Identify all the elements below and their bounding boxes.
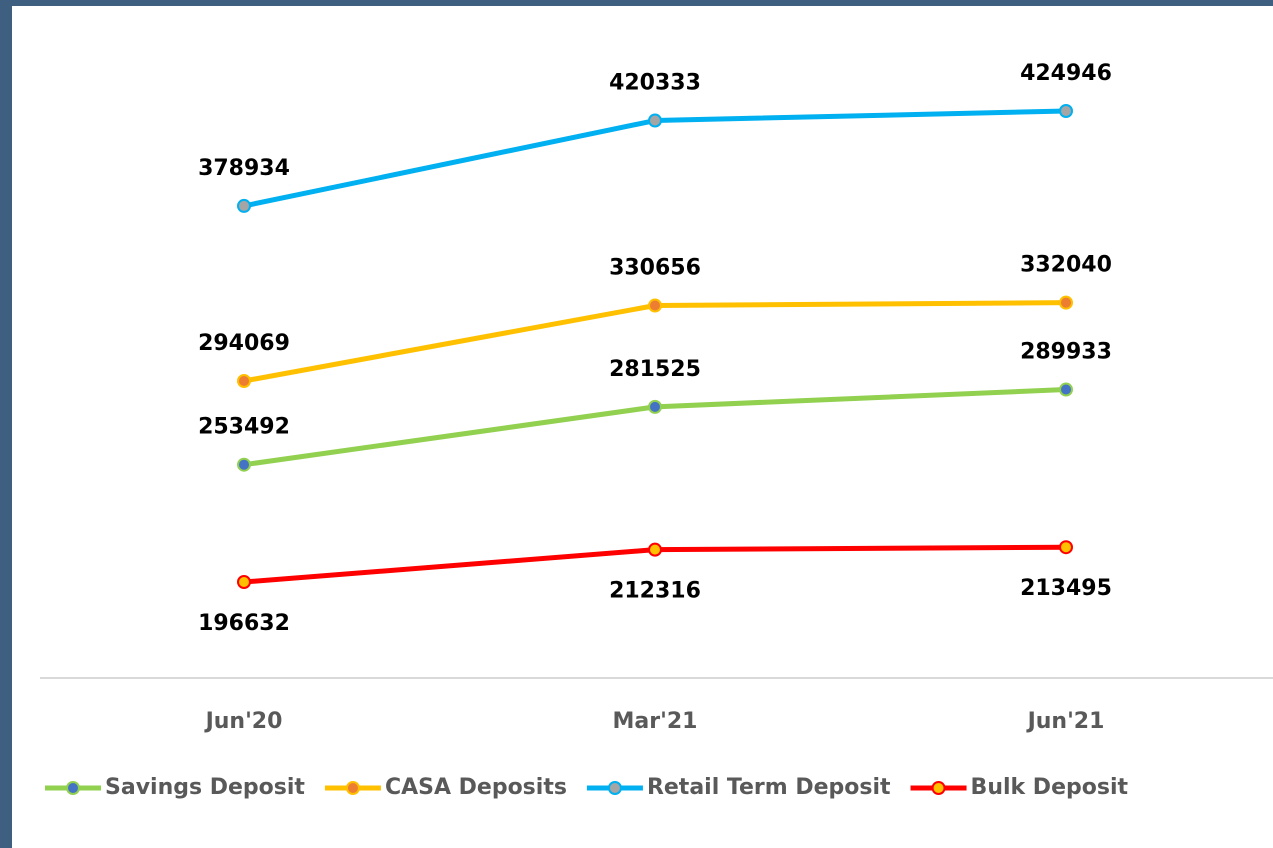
legend-label: Retail Term Deposit <box>647 775 891 800</box>
point <box>1059 540 1073 555</box>
point <box>237 373 251 388</box>
point <box>648 113 662 128</box>
data-label: 196632 <box>198 611 290 636</box>
point <box>1059 295 1073 310</box>
legend-label: CASA Deposits <box>385 775 567 800</box>
x-tick-label: Jun'20 <box>204 709 283 734</box>
data-label: 289933 <box>1020 340 1112 365</box>
legend-marker <box>607 781 622 795</box>
data-label: 330656 <box>609 256 701 281</box>
data-label: 213495 <box>1020 576 1112 601</box>
legend-marker <box>345 781 360 795</box>
data-label: 378934 <box>198 156 290 181</box>
data-label: 294069 <box>198 331 290 356</box>
data-label: 332040 <box>1020 253 1112 278</box>
x-tick-label: Mar'21 <box>613 709 698 734</box>
point <box>1059 104 1073 118</box>
data-label: 424946 <box>1020 61 1112 86</box>
point <box>237 198 251 213</box>
point <box>648 399 662 414</box>
x-tick-label: Jun'21 <box>1026 709 1105 734</box>
point <box>648 542 662 557</box>
legend-label: Bulk Deposit <box>971 775 1129 800</box>
point <box>237 575 251 589</box>
legend-label: Savings Deposit <box>105 775 305 800</box>
legend-marker <box>66 781 80 795</box>
data-label: 253492 <box>198 415 290 440</box>
data-label: 281525 <box>609 357 701 382</box>
data-label: 420333 <box>609 71 701 96</box>
data-label: 212316 <box>609 579 701 604</box>
point <box>1059 382 1073 397</box>
point <box>648 298 662 313</box>
point <box>237 457 251 472</box>
legend-marker <box>931 781 946 795</box>
